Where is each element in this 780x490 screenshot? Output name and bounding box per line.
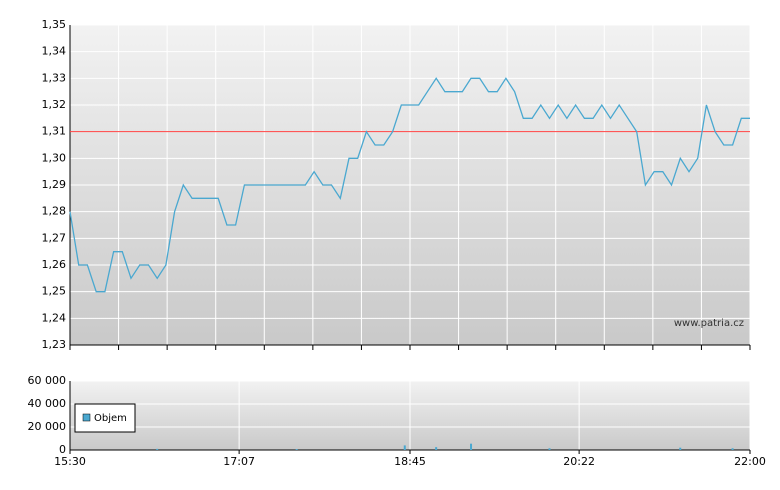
legend-label: Objem (94, 413, 127, 424)
y-tick-label: 1,33 (42, 71, 67, 84)
volume-bar (679, 447, 682, 450)
y-tick-label: 20 000 (28, 420, 67, 433)
y-tick-label: 0 (59, 443, 66, 456)
volume-bar (156, 448, 159, 450)
volume-bar (470, 443, 473, 450)
y-tick-label: 1,23 (42, 338, 67, 351)
volume-bar (435, 447, 438, 450)
x-tick-label: 17:07 (223, 455, 255, 468)
watermark: www.patria.cz (674, 318, 744, 329)
y-tick-label: 1,34 (42, 45, 67, 58)
y-tick-label: 1,31 (42, 125, 67, 138)
y-tick-label: 60 000 (28, 374, 67, 387)
price-line (69, 77, 750, 293)
y-tick-label: 1,35 (42, 18, 67, 31)
x-tick-label: 15:30 (54, 455, 86, 468)
y-tick-label: 1,24 (42, 311, 67, 324)
x-tick-label: 22:00 (734, 455, 766, 468)
y-tick-label: 1,27 (42, 231, 67, 244)
x-tick-label: 20:22 (563, 455, 595, 468)
y-tick-label: 1,29 (42, 178, 67, 191)
y-tick-label: 1,30 (42, 151, 67, 164)
y-tick-label: 1,28 (42, 205, 67, 218)
y-tick-label: 40 000 (28, 397, 67, 410)
legend-swatch (82, 413, 91, 422)
x-tick-label: 18:45 (394, 455, 426, 468)
volume-bar (731, 448, 734, 450)
volume-bar (295, 449, 298, 450)
volume-bar (403, 445, 406, 450)
volume-bar (548, 448, 551, 450)
y-tick-label: 1,26 (42, 258, 67, 271)
y-tick-label: 1,25 (42, 285, 67, 298)
y-tick-label: 1,32 (42, 98, 67, 111)
